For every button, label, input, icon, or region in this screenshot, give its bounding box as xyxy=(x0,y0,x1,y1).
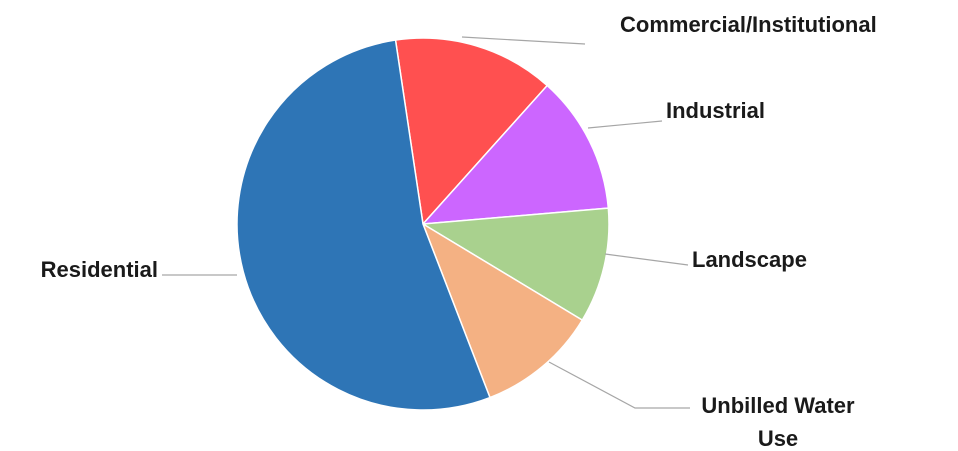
leader-line-commercial-institutional xyxy=(461,36,586,45)
pie-slice-unbilled-water-use xyxy=(421,222,584,399)
slice-label-residential: Residential xyxy=(41,257,158,282)
leader-line-landscape xyxy=(604,253,689,266)
pie-slice-landscape xyxy=(420,207,610,322)
pie-slice-residential xyxy=(236,39,491,411)
leader-lines xyxy=(162,36,690,409)
pie-slices xyxy=(236,37,610,411)
slice-labels: Commercial/Institutional Industrial Landsc… xyxy=(41,12,877,451)
pie-slice-commercial-institutional xyxy=(394,37,549,226)
leader-line-industrial xyxy=(587,120,663,129)
slice-label-unbilled-water-use: Unbilled Water Use xyxy=(701,393,855,451)
pie-slice-industrial xyxy=(421,84,610,225)
slice-label-commercial-institutional: Commercial/Institutional xyxy=(620,12,877,37)
slice-label-landscape: Landscape xyxy=(692,247,807,272)
leader-line-unbilled-water-use xyxy=(548,361,690,409)
slice-label-industrial: Industrial xyxy=(666,98,765,123)
